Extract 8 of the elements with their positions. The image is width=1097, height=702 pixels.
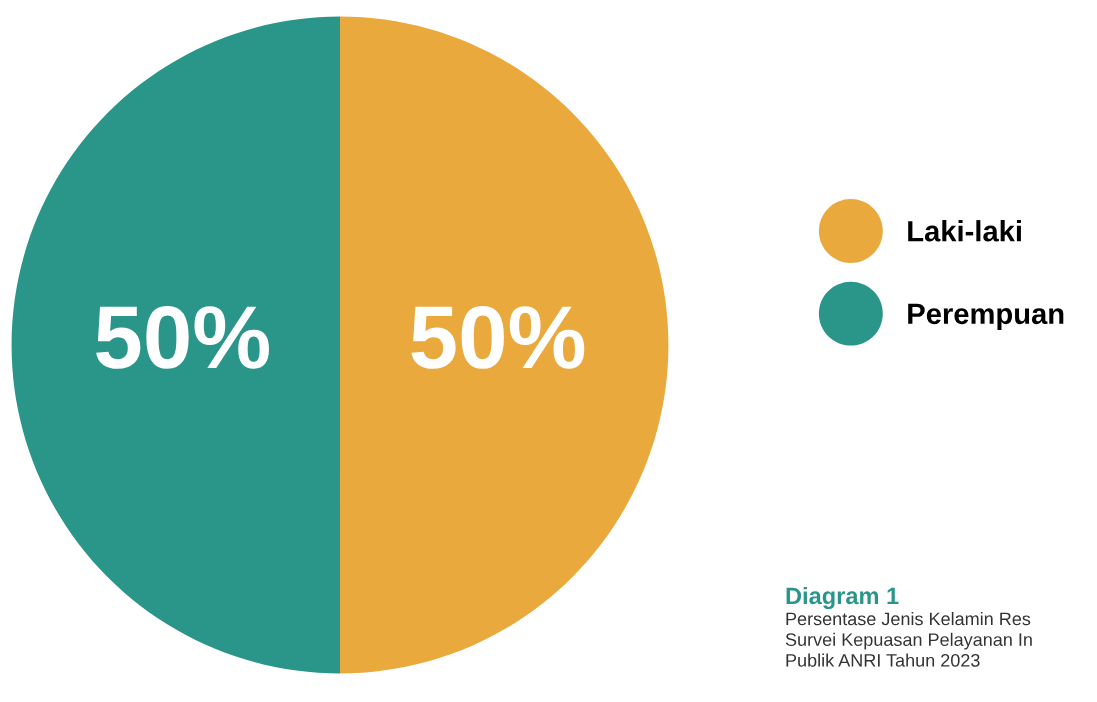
text: Persentase Jenis Kelamin Res Survei Kepuasan Pelayanan In Publik ANRI Tahun 2023 <box>785 612 1032 667</box>
legend-label: Laki-laki <box>908 220 1021 242</box>
data-label: 50% <box>411 305 585 369</box>
pie-slice <box>340 16 669 674</box>
legend-label: Perempuan <box>908 303 1064 330</box>
text: Diagram 1 <box>786 586 899 610</box>
data-label: 50% <box>96 305 269 369</box>
pie-slice <box>11 16 340 674</box>
